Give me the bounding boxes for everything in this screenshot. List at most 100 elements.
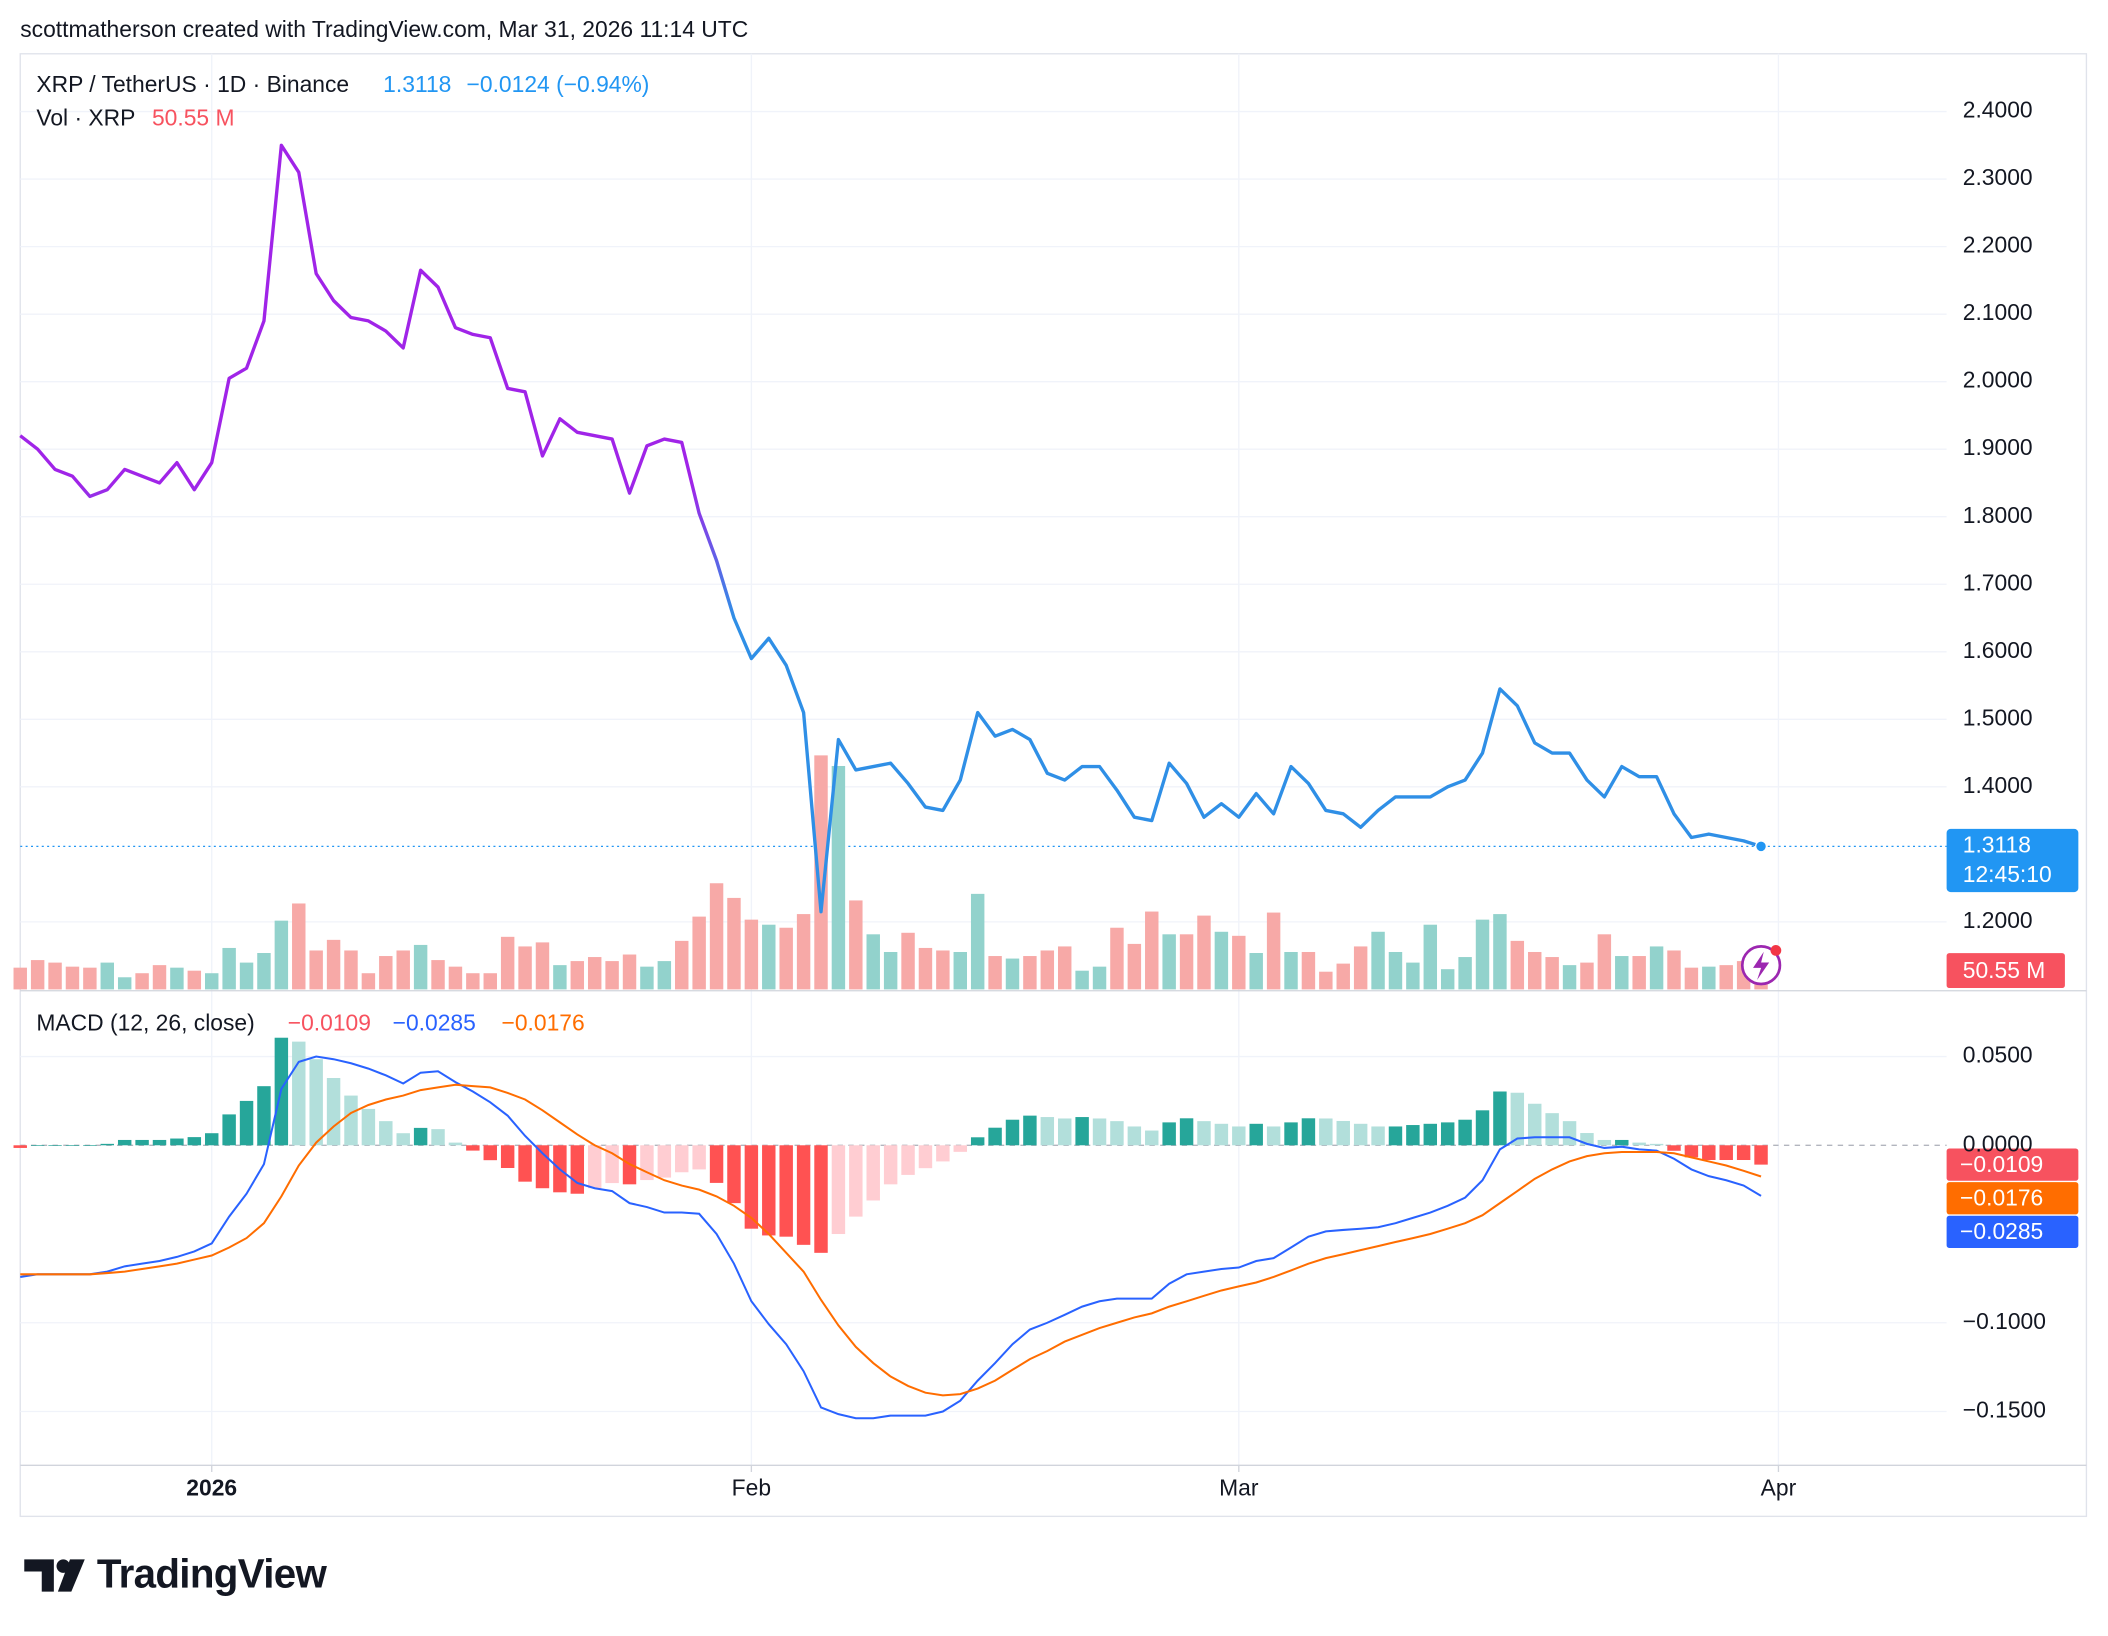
histogram-bar [1162,1122,1176,1146]
histogram-bar [779,1145,793,1237]
volume-bar [1092,966,1107,990]
volume-bar [692,916,706,990]
histogram-bar [1249,1123,1263,1146]
volume-badge [1946,953,2065,989]
histogram-bar [1197,1121,1211,1146]
histogram-bar [257,1086,271,1146]
histogram-bar [135,1139,149,1146]
histogram-bar [570,1145,585,1194]
volume-bar [1562,965,1577,990]
volume-bar [901,932,915,990]
histogram-bar [65,1145,80,1146]
y-tick-label: 1.2000 [1963,907,2033,933]
volume-bar [1266,912,1281,990]
histogram-bar [1423,1123,1438,1146]
volume-bar [1545,957,1559,990]
macd-badge-value: −0.0285 [1960,1218,2043,1244]
volume-bar [883,951,898,990]
histogram-bar [396,1133,410,1146]
histogram-bar [692,1145,706,1170]
volume-bar [448,966,463,990]
histogram-bar [744,1145,759,1229]
volume-bar [535,942,550,990]
histogram-bar [866,1145,880,1201]
histogram-bar [831,1145,846,1235]
volume-bar [83,967,97,990]
credit: scottmatherson created with TradingView.… [20,16,748,42]
histogram-bar [1684,1145,1699,1158]
histogram-bar [1040,1117,1055,1146]
histogram-bar [1214,1123,1229,1146]
legend-title: XRP / TetherUS · 1D · Binance [36,71,349,97]
price-badge [1946,828,2079,893]
histogram-bar [1528,1103,1542,1146]
volume-bar [518,946,532,990]
volume-bar [1371,931,1385,990]
histogram-bar [936,1145,950,1162]
volume-bar [1649,946,1664,990]
y-tick-label: 1.5000 [1963,704,2033,730]
price-line [19,143,1762,914]
histogram-bar [1145,1130,1159,1146]
histogram-bar [222,1114,236,1146]
volume-bar [170,967,184,990]
y-tick-label: 2.2000 [1963,232,2033,258]
histogram-bar [1458,1119,1472,1146]
histogram-bar [849,1145,863,1217]
histogram-bar [170,1138,184,1146]
histogram-bar [1353,1123,1368,1146]
histogram-bar [1475,1110,1490,1146]
histogram-bar [587,1145,602,1189]
histogram-bar [762,1145,776,1236]
x-tick-label: Feb [732,1475,771,1501]
legend-volume-value: 50.55 M [152,105,235,131]
x-tick-label: Mar [1219,1475,1259,1501]
marks [13,143,1768,1420]
histogram-bar [727,1145,741,1204]
volume-bar [1440,969,1455,990]
volume-bar [1475,919,1490,990]
volume-bar [1179,934,1194,990]
volume-bar [709,883,724,990]
volume-bar [361,973,376,990]
histogram-bar [1005,1119,1020,1146]
histogram-bar [1493,1091,1507,1146]
y-tick-label: −0.1500 [1963,1397,2046,1423]
histogram-bar [953,1145,967,1152]
chart-frame [19,53,2088,1518]
histogram-bar [483,1145,497,1161]
histogram-bar [152,1139,167,1146]
logo-mark [24,1559,54,1592]
volume-bar [779,927,793,990]
histogram-bar [100,1143,115,1146]
volume-bar [152,965,167,990]
histogram-bar [344,1095,358,1146]
alert-icon[interactable] [1740,945,1782,986]
histogram-bar [675,1145,689,1173]
volume-bar [1702,966,1716,990]
macd-badge [1946,1182,2079,1215]
histogram-bar [1319,1118,1333,1146]
volume-bar [257,953,271,990]
histogram-bar [1371,1126,1385,1146]
volume-badge-value: 50.55 M [1963,957,2046,983]
volume-bar [222,947,236,990]
volume-bar [988,956,1002,990]
volume-bar [605,961,619,990]
volume-bar [1145,911,1159,990]
macd-badge [1946,1148,2079,1181]
volume-bar [1110,927,1124,990]
volume-bar [1284,951,1298,990]
histogram-bar [1284,1122,1298,1146]
histogram-bar [466,1145,480,1151]
volume-bar [1319,971,1333,990]
y-tick-label: 0.0000 [1963,1130,2033,1156]
volume-bar [762,924,776,990]
histogram-bar [83,1145,97,1146]
volume-bar [1615,956,1629,990]
histogram-bar [1179,1118,1194,1146]
volume-bar [1493,914,1507,990]
volume-bar [849,900,863,990]
histogram-bar [1127,1126,1142,1146]
